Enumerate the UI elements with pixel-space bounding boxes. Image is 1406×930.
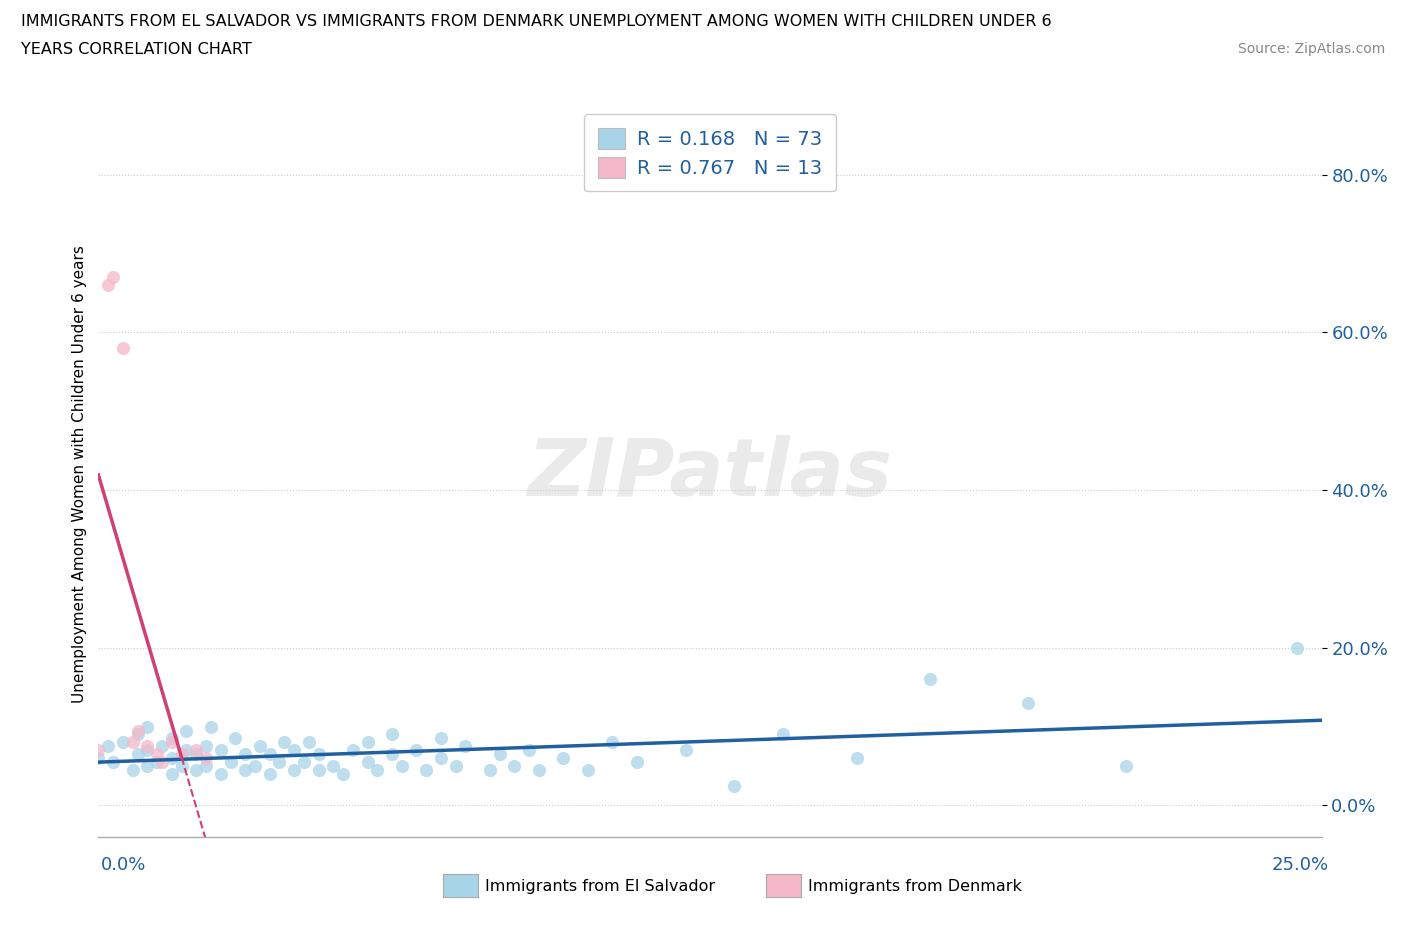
Point <box>405 743 427 758</box>
Point <box>87 743 110 758</box>
Point <box>503 759 526 774</box>
Point <box>200 719 222 734</box>
Point <box>233 747 256 762</box>
Point <box>101 270 124 285</box>
Point <box>209 766 232 781</box>
Point <box>283 763 305 777</box>
Point <box>415 763 437 777</box>
Point <box>136 759 159 774</box>
Point <box>186 747 208 762</box>
Text: 25.0%: 25.0% <box>1271 856 1329 873</box>
Point <box>356 735 378 750</box>
Point <box>150 738 173 753</box>
Text: Immigrants from El Salvador: Immigrants from El Salvador <box>485 879 716 894</box>
Point <box>195 759 218 774</box>
Point <box>269 754 291 769</box>
Point <box>322 759 344 774</box>
Point <box>553 751 575 765</box>
Point <box>723 778 745 793</box>
Point <box>121 735 143 750</box>
Point <box>121 763 143 777</box>
Point <box>136 743 159 758</box>
Point <box>186 743 208 758</box>
Point <box>127 747 149 762</box>
Point <box>292 754 315 769</box>
Point <box>332 766 354 781</box>
Point <box>160 735 183 750</box>
Point <box>146 754 169 769</box>
Text: YEARS CORRELATION CHART: YEARS CORRELATION CHART <box>21 42 252 57</box>
Point <box>136 719 159 734</box>
Point <box>150 754 173 769</box>
Point <box>920 671 942 686</box>
Point <box>136 738 159 753</box>
Point <box>845 751 868 765</box>
Point <box>308 747 330 762</box>
Point <box>160 766 183 781</box>
Point <box>444 759 467 774</box>
Point <box>127 724 149 738</box>
Point <box>478 763 501 777</box>
Point <box>430 731 453 746</box>
Point <box>1017 696 1039 711</box>
Point <box>488 747 510 762</box>
Point <box>111 735 134 750</box>
Point <box>186 763 208 777</box>
Point <box>273 735 295 750</box>
Point <box>97 738 120 753</box>
Point <box>430 751 453 765</box>
Point <box>101 754 124 769</box>
Point <box>127 727 149 742</box>
Point <box>391 759 413 774</box>
Point <box>160 751 183 765</box>
Point <box>308 763 330 777</box>
Point <box>342 743 364 758</box>
Point <box>675 743 697 758</box>
Point <box>381 747 404 762</box>
Point <box>224 731 246 746</box>
Point <box>176 743 198 758</box>
Point <box>249 738 271 753</box>
Point <box>772 727 794 742</box>
Point <box>298 735 321 750</box>
Legend: R = 0.168   N = 73, R = 0.767   N = 13: R = 0.168 N = 73, R = 0.767 N = 13 <box>585 114 835 192</box>
Point <box>209 743 232 758</box>
Text: 0.0%: 0.0% <box>101 856 146 873</box>
Point <box>576 763 599 777</box>
Point <box>600 735 623 750</box>
Point <box>146 747 169 762</box>
Point <box>283 743 305 758</box>
Point <box>366 763 388 777</box>
Point <box>170 747 193 762</box>
Point <box>170 759 193 774</box>
Point <box>381 727 404 742</box>
Text: ZIPatlas: ZIPatlas <box>527 435 893 513</box>
Point <box>219 754 242 769</box>
Y-axis label: Unemployment Among Women with Children Under 6 years: Unemployment Among Women with Children U… <box>72 246 87 703</box>
Point <box>527 763 550 777</box>
Point <box>195 738 218 753</box>
Text: Immigrants from Denmark: Immigrants from Denmark <box>808 879 1022 894</box>
Point <box>176 724 198 738</box>
Point <box>626 754 648 769</box>
Point <box>356 754 378 769</box>
Point <box>97 278 120 293</box>
Point <box>87 751 110 765</box>
Point <box>517 743 540 758</box>
Point <box>454 738 477 753</box>
Point <box>243 759 266 774</box>
Point <box>195 751 218 765</box>
Point <box>233 763 256 777</box>
Point <box>160 731 183 746</box>
Point <box>1286 641 1309 656</box>
Point <box>259 766 281 781</box>
Point <box>111 340 134 355</box>
Text: Source: ZipAtlas.com: Source: ZipAtlas.com <box>1237 42 1385 56</box>
Point <box>1115 759 1137 774</box>
Text: IMMIGRANTS FROM EL SALVADOR VS IMMIGRANTS FROM DENMARK UNEMPLOYMENT AMONG WOMEN : IMMIGRANTS FROM EL SALVADOR VS IMMIGRANT… <box>21 14 1052 29</box>
Point <box>259 747 281 762</box>
